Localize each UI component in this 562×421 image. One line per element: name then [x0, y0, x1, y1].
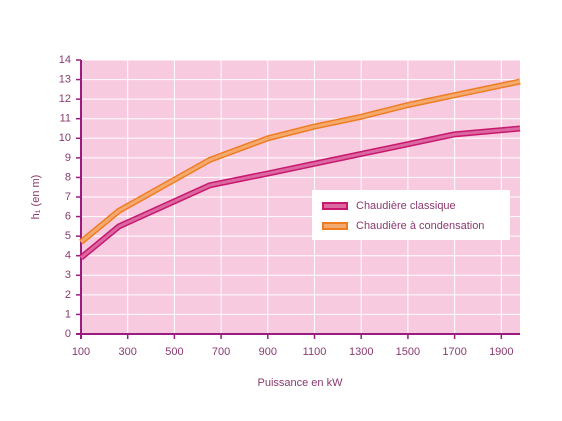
- x-tick-label: 100: [72, 346, 90, 358]
- y-tick-label: 13: [59, 73, 71, 85]
- y-tick-label: 9: [65, 152, 71, 164]
- y-tick-label: 0: [65, 328, 71, 340]
- series-line: [79, 78, 521, 245]
- x-tick-label: 1100: [303, 346, 327, 358]
- y-tick-label: 12: [59, 93, 71, 105]
- legend-label: Chaudière à condensation: [356, 220, 484, 232]
- x-tick-label: 900: [259, 346, 277, 358]
- y-tick-label: 6: [65, 210, 71, 222]
- legend-swatch-highlight: [324, 204, 346, 208]
- series-line-highlight: [80, 127, 521, 259]
- legend-swatch-highlight: [324, 224, 346, 228]
- x-axis-label: Puissance en kW: [258, 377, 344, 389]
- x-tick-label: 500: [165, 346, 183, 358]
- x-tick-label: 300: [119, 346, 137, 358]
- x-tick-label: 1700: [442, 346, 466, 358]
- legend-swatch: [322, 202, 348, 210]
- y-axis-label: h₁ (en m): [30, 175, 42, 220]
- y-tick-label: 5: [65, 230, 71, 242]
- legend-box: [312, 190, 510, 240]
- y-tick-label: 10: [59, 132, 71, 144]
- y-tick-label: 11: [60, 113, 71, 125]
- legend-label: Chaudière classique: [356, 200, 456, 212]
- legend-swatch: [322, 222, 348, 230]
- y-tick-label: 14: [59, 54, 71, 66]
- y-tick-label: 3: [65, 269, 71, 281]
- series-line-highlight: [80, 80, 521, 244]
- x-tick-label: 700: [212, 346, 230, 358]
- series-line: [79, 125, 521, 260]
- x-tick-label: 1900: [489, 346, 513, 358]
- y-tick-label: 4: [65, 250, 71, 262]
- y-tick-label: 2: [65, 289, 71, 301]
- y-tick-label: 8: [65, 171, 71, 183]
- x-tick-label: 1300: [349, 346, 373, 358]
- y-tick-label: 1: [65, 308, 71, 320]
- x-tick-label: 1500: [396, 346, 420, 358]
- y-tick-label: 7: [65, 191, 71, 203]
